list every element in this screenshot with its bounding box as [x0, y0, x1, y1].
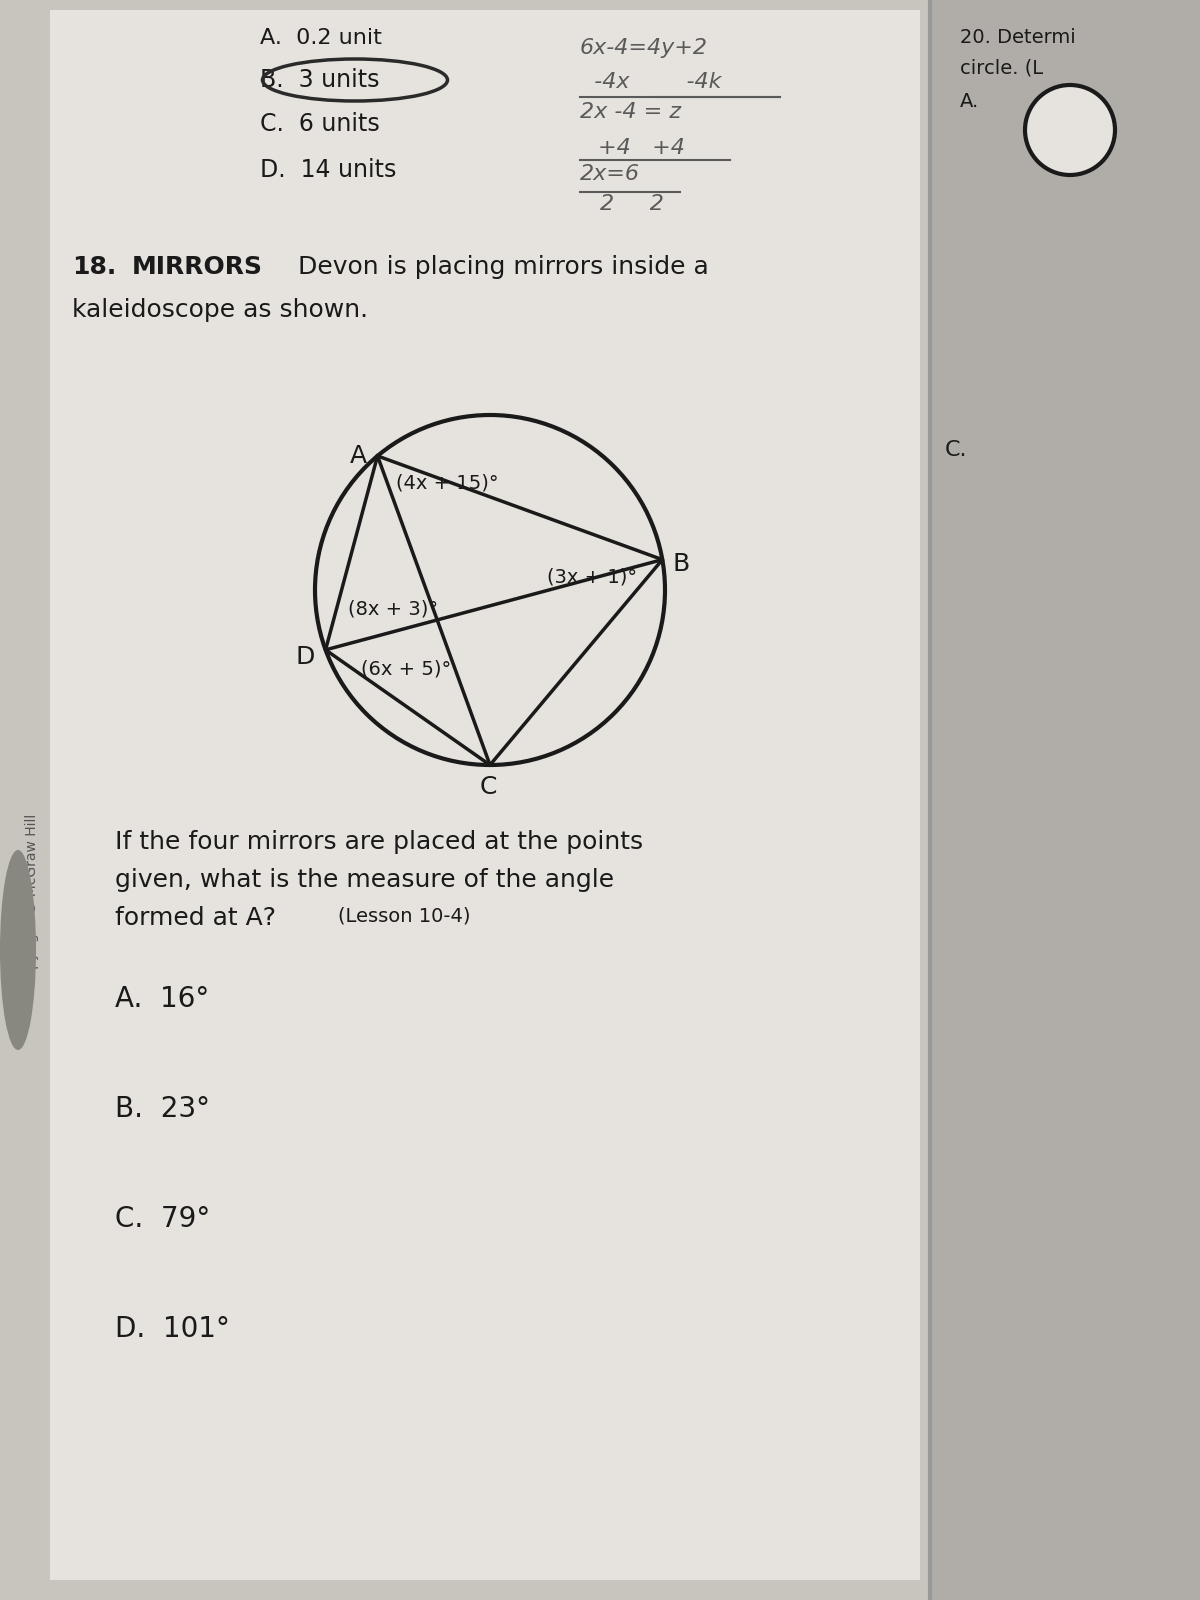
Text: given, what is the measure of the angle: given, what is the measure of the angle — [115, 867, 614, 893]
Text: +4   +4: +4 +4 — [598, 138, 685, 158]
Text: 20. Determi: 20. Determi — [960, 27, 1075, 46]
Text: A.  0.2 unit: A. 0.2 unit — [260, 27, 382, 48]
Text: D: D — [295, 645, 314, 669]
Text: circle. (L: circle. (L — [960, 58, 1043, 77]
Text: A.  16°: A. 16° — [115, 986, 209, 1013]
Text: B.  3 units: B. 3 units — [260, 67, 379, 91]
Text: (8x + 3)°: (8x + 3)° — [348, 600, 438, 619]
Text: (6x + 5)°: (6x + 5)° — [360, 659, 451, 678]
Text: formed at A?: formed at A? — [115, 906, 284, 930]
Text: (3x + 1)°: (3x + 1)° — [547, 568, 637, 587]
Text: Copyright © McGraw Hill: Copyright © McGraw Hill — [25, 813, 40, 987]
Text: 2x=6: 2x=6 — [580, 165, 640, 184]
Text: (Lesson 10-4): (Lesson 10-4) — [338, 906, 470, 925]
Text: 2x -4 = z: 2x -4 = z — [580, 102, 682, 122]
Text: C: C — [480, 774, 497, 798]
Text: D.  14 units: D. 14 units — [260, 158, 396, 182]
Text: 6x-4=4y+2: 6x-4=4y+2 — [580, 38, 708, 58]
Text: B: B — [672, 552, 690, 576]
Text: (4x + 15)°: (4x + 15)° — [396, 474, 498, 493]
FancyBboxPatch shape — [930, 0, 1200, 1600]
Text: A: A — [349, 443, 367, 467]
Text: If the four mirrors are placed at the points: If the four mirrors are placed at the po… — [115, 830, 643, 854]
Text: B.  23°: B. 23° — [115, 1094, 210, 1123]
Circle shape — [1025, 85, 1115, 174]
Text: 2     2: 2 2 — [600, 194, 664, 214]
Text: C.: C. — [946, 440, 967, 461]
Text: MIRRORS: MIRRORS — [132, 254, 263, 278]
Text: -4x        -4k: -4x -4k — [580, 72, 721, 91]
Text: C.  79°: C. 79° — [115, 1205, 210, 1234]
FancyBboxPatch shape — [50, 10, 920, 1581]
Text: kaleidoscope as shown.: kaleidoscope as shown. — [72, 298, 368, 322]
Text: C.  6 units: C. 6 units — [260, 112, 379, 136]
Text: Devon is placing mirrors inside a: Devon is placing mirrors inside a — [290, 254, 709, 278]
Text: 18.: 18. — [72, 254, 116, 278]
Ellipse shape — [0, 850, 36, 1050]
Text: A.: A. — [960, 91, 979, 110]
Text: D.  101°: D. 101° — [115, 1315, 230, 1342]
